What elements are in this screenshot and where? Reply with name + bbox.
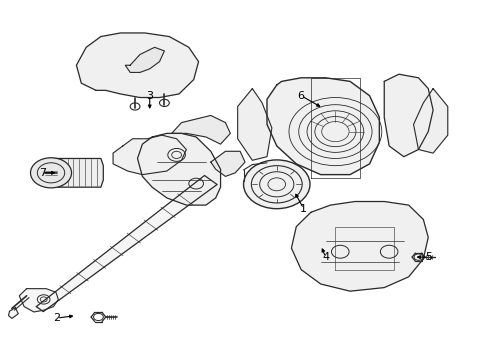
Polygon shape bbox=[238, 89, 272, 160]
Polygon shape bbox=[125, 47, 164, 72]
Text: 2: 2 bbox=[53, 313, 60, 323]
Polygon shape bbox=[172, 116, 230, 144]
Polygon shape bbox=[113, 135, 186, 175]
Polygon shape bbox=[8, 308, 18, 319]
Circle shape bbox=[30, 158, 72, 188]
Polygon shape bbox=[414, 89, 448, 153]
Polygon shape bbox=[52, 158, 103, 187]
Circle shape bbox=[244, 160, 310, 209]
Text: 4: 4 bbox=[322, 252, 329, 262]
Text: 5: 5 bbox=[425, 252, 432, 262]
Text: 1: 1 bbox=[300, 204, 307, 214]
Text: 7: 7 bbox=[39, 168, 46, 178]
Text: 3: 3 bbox=[146, 91, 153, 101]
Polygon shape bbox=[36, 176, 217, 312]
Polygon shape bbox=[267, 78, 379, 175]
Polygon shape bbox=[138, 134, 220, 205]
Polygon shape bbox=[211, 151, 245, 176]
Polygon shape bbox=[292, 202, 428, 291]
Polygon shape bbox=[19, 289, 58, 312]
Polygon shape bbox=[76, 33, 198, 98]
Text: 6: 6 bbox=[298, 91, 305, 101]
Polygon shape bbox=[384, 74, 433, 157]
